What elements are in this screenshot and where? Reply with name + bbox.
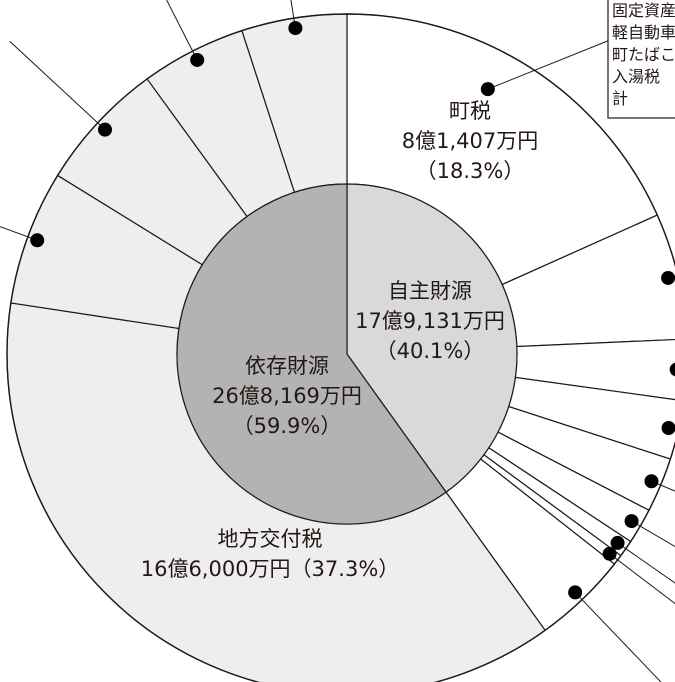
callout-note-line-5: 計 (612, 89, 628, 108)
leader-dot-13 (288, 21, 303, 36)
callout-note-line-1: 固定資産 (612, 1, 675, 20)
leader-dot-1 (661, 270, 675, 285)
leader-dot-8 (568, 585, 583, 600)
callout-note-line-4: 入湯税 (612, 67, 660, 86)
leader-dot-4 (644, 474, 659, 489)
label-dependent-revenue-percent: （59.9%） (233, 414, 342, 438)
label-own-revenue-value: 17億9,131万円 (355, 309, 505, 333)
leader-line-12 (166, 0, 198, 61)
leader-line-10 (0, 226, 38, 241)
outer-ring (6, 13, 675, 682)
leader-line-4 (651, 480, 675, 492)
label-local-allocation-tax-value: 16億6,000万円（37.3%） (141, 557, 400, 581)
callout-note-line-2: 軽自動車 (612, 23, 675, 42)
leader-line-7 (609, 553, 675, 605)
label-local-allocation-tax: 地方交付税 16億6,000万円（37.3%） (141, 527, 400, 581)
inner-slice-0 (346, 183, 518, 493)
inner-ring (176, 183, 518, 525)
label-dependent-revenue: 依存財源 26億8,169万円 （59.9%） (212, 354, 362, 438)
label-town-tax-name: 町税 (449, 99, 491, 123)
leader-dot-11 (98, 122, 113, 137)
label-town-tax: 町税 8億1,407万円 （18.3%） (402, 99, 538, 183)
callout-note-line-3: 町たばこ (612, 45, 675, 64)
label-town-tax-percent: （18.3%） (416, 159, 525, 183)
label-dependent-revenue-value: 26億8,169万円 (212, 384, 362, 408)
leader-dot-town-tax (480, 82, 495, 97)
leader-line-13 (290, 0, 296, 29)
leader-dot-3 (661, 421, 675, 436)
leader-dot-10 (30, 233, 45, 248)
leader-line-5 (631, 520, 675, 548)
leader-line-11 (9, 40, 106, 130)
leader-dot-7 (602, 546, 617, 561)
label-own-revenue: 自主財源 17億9,131万円 （40.1%） (355, 279, 505, 363)
leader-dot-5 (624, 514, 639, 529)
leader-line-8 (574, 592, 662, 682)
callout-note-frame (607, 0, 675, 119)
leader-dot-12 (190, 52, 205, 67)
inner-slice-1 (176, 183, 447, 525)
leader-dot-2 (669, 362, 675, 377)
leader-line-town-tax (487, 39, 611, 90)
label-local-allocation-tax-percent: （37.3%） (291, 557, 400, 581)
outer-ring-outline (6, 13, 675, 682)
label-local-allocation-tax-amount: 16億6,000万円 (141, 557, 291, 581)
label-local-allocation-tax-name: 地方交付税 (218, 527, 323, 551)
label-dependent-revenue-name: 依存財源 (245, 354, 329, 378)
label-town-tax-value: 8億1,407万円 (402, 129, 538, 153)
leader-line-6 (617, 542, 675, 584)
leader-dot-6 (610, 535, 625, 550)
callout-note-box: 固定資産 軽自動車 町たばこ 入湯税 計 (607, 0, 675, 119)
label-own-revenue-name: 自主財源 (388, 279, 472, 303)
label-own-revenue-percent: （40.1%） (376, 339, 485, 363)
